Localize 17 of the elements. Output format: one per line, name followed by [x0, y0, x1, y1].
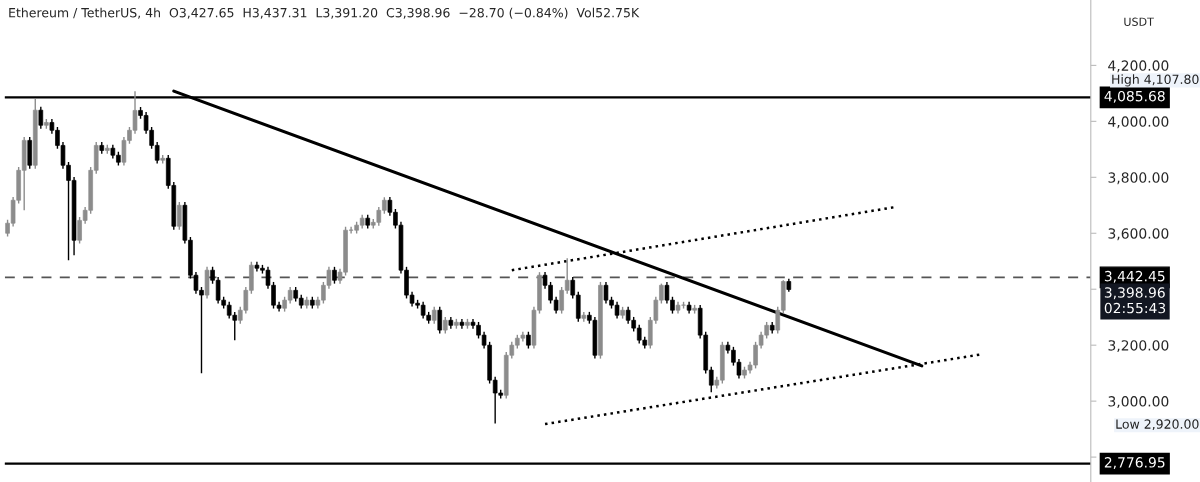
y-tick-label: 3,800.00: [1108, 172, 1169, 185]
candlestick: [437, 306, 443, 335]
y-tick-label: 3,000.00: [1108, 396, 1169, 409]
y-tick-label: 3,600.00: [1108, 228, 1169, 241]
text: Ethereum / TetherUS, 4h O3,427.65 H3,437.31 L3,391.20 C3,398.96 −28.70 (−0.84%) Vol52.75K: [9, 7, 640, 19]
y-tick-label: 3,200.00: [1108, 340, 1169, 353]
text: Low 2,920.00: [1116, 419, 1199, 431]
y-tick-label: 4,000.00: [1108, 116, 1169, 129]
text: 3,398.96 02:55:43: [1104, 287, 1166, 314]
candlestick: [177, 201, 182, 231]
candlestick: [38, 106, 44, 130]
text: USDT: [1124, 17, 1154, 26]
ref-line-label: 2,776.95: [1104, 457, 1165, 469]
ref-line-label: 4,085.68: [1104, 90, 1165, 103]
ref-line-label: 3,442.45: [1104, 270, 1165, 283]
text: High 4,107.80: [1112, 74, 1199, 87]
y-tick-label: 4,200.00: [1108, 60, 1169, 73]
